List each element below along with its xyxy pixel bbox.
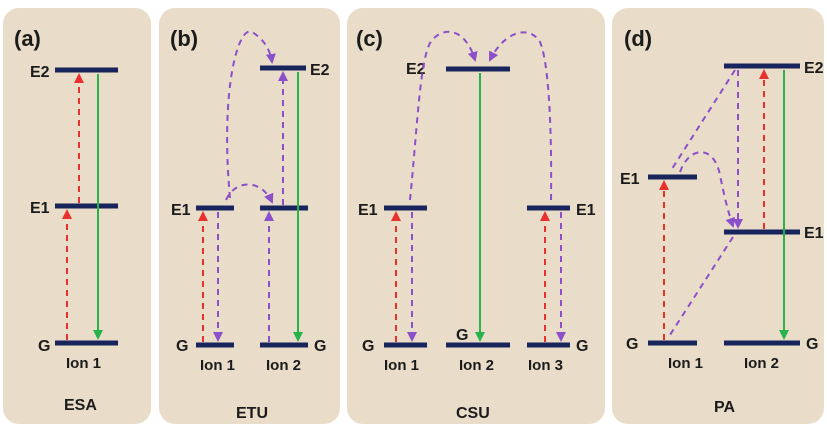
label-g-right: G (576, 338, 588, 355)
label-g-mid: G (456, 327, 468, 344)
label-e1-left: E1 (358, 202, 378, 219)
transfer-curve-ion3 (489, 31, 553, 201)
ion-label-1: Ion 1 (66, 355, 101, 372)
label-g-left: G (176, 338, 188, 355)
panel-esa-background (3, 8, 151, 424)
panel-etu-background (159, 8, 340, 424)
ion-label-2: Ion 2 (459, 357, 494, 374)
panel-pa-tag: (d) (624, 26, 652, 51)
label-g-left: G (362, 338, 374, 355)
cross-relaxation-line-upper (669, 69, 736, 173)
ion-label-2: Ion 2 (744, 355, 779, 372)
ion-label-1: Ion 1 (384, 357, 419, 374)
transfer-curve-e2 (226, 30, 276, 199)
label-e2-right: E2 (310, 62, 330, 79)
panel-csu: (c) E2 E1 G G E1 G Ion 1 Ion 2 Ion 3 CSU (347, 8, 605, 424)
label-e2: E2 (406, 61, 426, 78)
label-g-right: G (806, 336, 818, 353)
panel-pa-background (612, 8, 824, 424)
transfer-curve-ion1 (409, 30, 478, 201)
label-e1: E1 (30, 200, 50, 217)
label-e1-right: E1 (576, 202, 596, 219)
panel-pa: (d) E1 G E2 E1 G Ion 1 Ion 2 PA (612, 8, 824, 424)
mechanism-label: CSU (456, 405, 490, 422)
label-g-right: G (314, 338, 326, 355)
ion-label-1: Ion 1 (668, 355, 703, 372)
label-g-left: G (626, 336, 638, 353)
mechanism-label: ESA (64, 397, 97, 414)
panel-esa-tag: (a) (14, 26, 41, 51)
panel-esa: (a) E2 E1 G Ion 1 ESA (3, 8, 151, 424)
label-g: G (38, 338, 50, 355)
label-e1-left: E1 (620, 171, 640, 188)
cross-relaxation-line-lower (667, 236, 734, 339)
mechanism-label: ETU (236, 405, 268, 422)
panel-etu-tag: (b) (170, 26, 198, 51)
ion-label-1: Ion 1 (200, 357, 235, 374)
label-e2-right: E2 (804, 60, 824, 77)
label-e1-right: E1 (804, 225, 824, 242)
ion-label-2: Ion 2 (266, 357, 301, 374)
ion-label-3: Ion 3 (528, 357, 563, 374)
label-e2: E2 (30, 64, 50, 81)
label-e1-left: E1 (171, 202, 191, 219)
mechanism-label: PA (714, 399, 735, 416)
panel-csu-background (347, 8, 605, 424)
panel-etu: (b) E1 G E2 G Ion 1 Ion 2 ETU (159, 8, 340, 424)
panel-csu-tag: (c) (356, 26, 383, 51)
transfer-curve-e1 (679, 151, 736, 228)
